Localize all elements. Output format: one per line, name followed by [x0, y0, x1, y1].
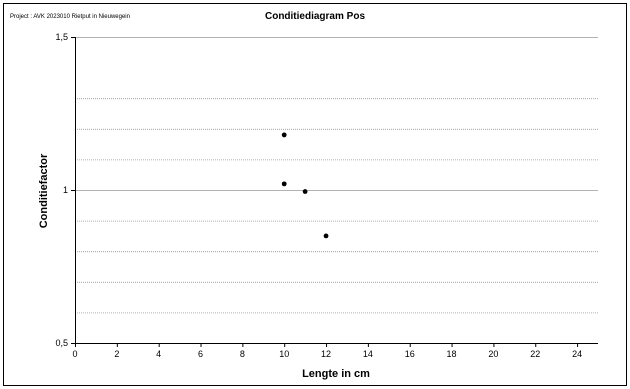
- x-tick-label: 8: [240, 349, 245, 359]
- data-point: [281, 132, 287, 138]
- y-axis-label: Conditiefactor: [38, 153, 50, 228]
- data-point: [281, 181, 287, 187]
- y-tick-label: 1: [63, 185, 68, 195]
- x-tick-label: 6: [198, 349, 203, 359]
- chart-frame: [3, 3, 627, 386]
- x-tick-label: 24: [572, 349, 582, 359]
- x-tick-label: 22: [530, 349, 540, 359]
- data-point: [323, 233, 329, 239]
- grid-layer: [75, 37, 598, 314]
- chart-title: Conditiediagram Pos: [264, 11, 365, 22]
- x-tick-label: 4: [156, 349, 161, 359]
- x-tick-label: 10: [279, 349, 289, 359]
- x-tick-label: 2: [114, 349, 119, 359]
- x-tick-label: 20: [488, 349, 498, 359]
- x-tick-label: 18: [447, 349, 457, 359]
- axis-layer: [71, 37, 598, 347]
- y-tick-label: 1,5: [55, 32, 68, 42]
- tick-labels: 0 2 4 6 8 10 12 14 16 18 20 22 240,511,5: [55, 32, 582, 359]
- y-tick-label: 0,5: [55, 338, 68, 348]
- x-tick-label: 16: [405, 349, 415, 359]
- data-points: [281, 132, 329, 239]
- x-tick-label: 14: [363, 349, 373, 359]
- x-tick-label: 0: [72, 349, 77, 359]
- project-label: Project : AVK 2023010 Rietput in Nieuweg…: [10, 14, 130, 20]
- x-axis-label: Lengte in cm: [302, 368, 370, 380]
- data-point: [302, 189, 308, 194]
- x-tick-label: 12: [321, 349, 331, 359]
